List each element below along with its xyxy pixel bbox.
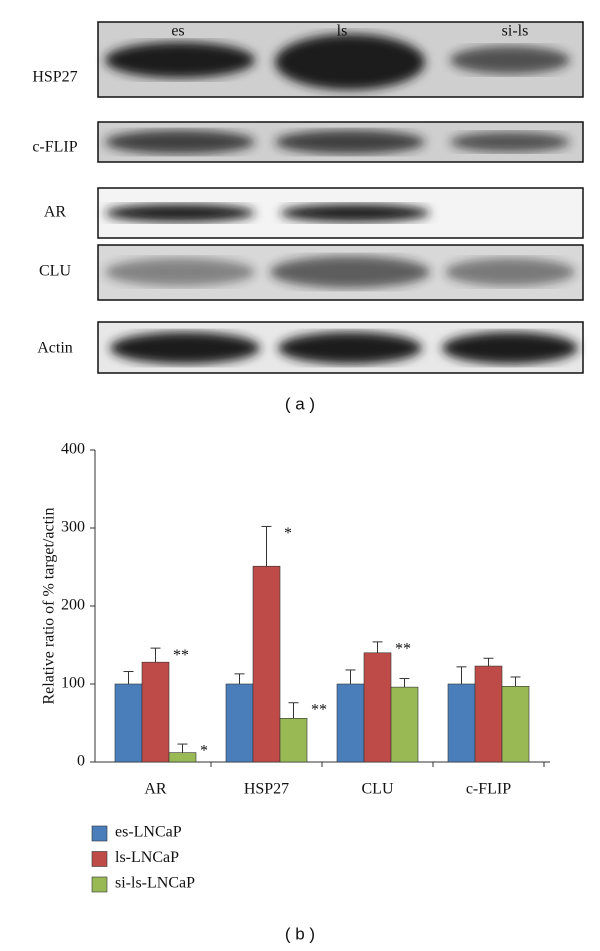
- row-label: CLU: [39, 263, 71, 280]
- significance-mark: **: [311, 701, 327, 718]
- blot-band: [442, 332, 578, 364]
- legend-swatch: [91, 876, 108, 893]
- bar: [279, 718, 308, 763]
- legend-label: es-LNCaP: [115, 824, 182, 841]
- bar: [168, 752, 197, 763]
- bar: [225, 683, 254, 763]
- blot-band: [450, 132, 570, 152]
- significance-mark: **: [173, 647, 189, 664]
- bar: [141, 661, 170, 763]
- row-label: AR: [44, 204, 67, 221]
- row-label: Actin: [37, 340, 73, 357]
- blot-band: [445, 258, 575, 286]
- legend-swatch: [91, 825, 108, 842]
- panel-label: ( b ): [285, 924, 315, 943]
- significance-mark: *: [284, 525, 292, 542]
- y-tick-label: 400: [61, 441, 85, 458]
- row-label: HSP27: [32, 69, 77, 86]
- x-tick-label: c-FLIP: [466, 781, 511, 798]
- blot-band: [105, 258, 255, 286]
- y-axis-label: Relative ratio of % target/actin: [41, 508, 58, 705]
- lane-label: si-ls: [502, 23, 529, 40]
- legend-swatch: [91, 851, 108, 867]
- bar: [336, 683, 365, 763]
- bar: [501, 686, 530, 763]
- y-tick-label: 200: [61, 597, 85, 614]
- legend-label: ls-LNCaP: [115, 849, 179, 866]
- blot-band: [105, 130, 255, 154]
- blot-band: [270, 256, 430, 288]
- bar: [252, 565, 281, 763]
- y-tick-label: 100: [61, 675, 85, 692]
- lane-label: es: [171, 23, 184, 40]
- panel-label: ( a ): [285, 394, 315, 413]
- blot-band: [450, 46, 570, 74]
- significance-mark: **: [395, 641, 411, 658]
- blot-band: [110, 332, 260, 364]
- blot-band: [280, 204, 430, 222]
- blot-band: [105, 204, 255, 222]
- bar: [363, 652, 392, 763]
- y-tick-label: 300: [61, 519, 85, 536]
- x-tick-label: CLU: [362, 781, 394, 798]
- blot-band: [275, 34, 425, 90]
- blot-panel: es ls si-ls HSP27 c-FLIP AR CLU Actin ( …: [32, 21, 584, 413]
- bar: [474, 665, 503, 763]
- blot-band: [105, 42, 255, 78]
- x-tick-label: AR: [144, 781, 167, 798]
- blot-band: [275, 130, 425, 154]
- x-tick-label: HSP27: [244, 781, 289, 798]
- y-tick-label: 0: [77, 753, 85, 770]
- blot-band: [278, 332, 422, 364]
- lane-label: ls: [337, 23, 348, 40]
- significance-mark: *: [200, 743, 208, 760]
- bar: [390, 686, 419, 763]
- bar: [447, 683, 476, 763]
- row-label: c-FLIP: [32, 139, 77, 156]
- legend-label: si-ls-LNCaP: [115, 875, 195, 892]
- bar: [114, 683, 143, 763]
